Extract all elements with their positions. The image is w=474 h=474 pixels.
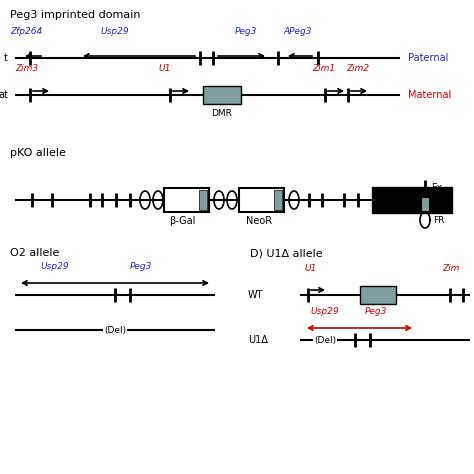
Bar [239, 188, 284, 212]
Text: Peg3: Peg3 [235, 27, 257, 36]
Text: Maternal: Maternal [408, 90, 451, 100]
Text: NeoR: NeoR [246, 216, 273, 226]
Text: DMR: DMR [211, 109, 232, 118]
Bar [360, 286, 396, 304]
Text: Zfp264: Zfp264 [10, 27, 42, 36]
Bar [203, 86, 241, 104]
Text: Usp29: Usp29 [100, 27, 128, 36]
Text: Peg3: Peg3 [130, 262, 152, 271]
Text: (Del): (Del) [314, 336, 336, 345]
Text: Zim2: Zim2 [346, 64, 369, 73]
Bar [274, 190, 282, 210]
Text: Peg3 imprinted domain: Peg3 imprinted domain [10, 10, 140, 20]
Text: pKO allele: pKO allele [10, 148, 66, 158]
Text: Zim: Zim [442, 264, 459, 273]
Text: t: t [4, 53, 8, 63]
Text: Paternal: Paternal [408, 53, 448, 63]
Text: D) U1Δ allele: D) U1Δ allele [250, 248, 323, 258]
Text: U1Δ: U1Δ [248, 335, 268, 345]
Text: Po: Po [431, 200, 441, 209]
Text: U1: U1 [158, 64, 170, 73]
Text: at: at [0, 90, 8, 100]
Text: APeg3: APeg3 [283, 27, 311, 36]
Text: U1: U1 [304, 264, 316, 273]
Bar [199, 190, 207, 210]
Text: Peg3: Peg3 [365, 307, 387, 316]
Text: WT: WT [248, 290, 264, 300]
Text: β-Gal: β-Gal [169, 216, 196, 226]
Text: Zim3: Zim3 [15, 64, 38, 73]
Text: Usp29: Usp29 [310, 307, 338, 316]
Bar [421, 197, 429, 211]
Text: FR: FR [433, 216, 444, 225]
Bar [164, 188, 209, 212]
Text: (Del): (Del) [104, 326, 126, 335]
Text: Zim1: Zim1 [312, 64, 335, 73]
Bar [372, 187, 452, 213]
Text: Usp29: Usp29 [40, 262, 69, 271]
Text: O2 allele: O2 allele [10, 248, 59, 258]
Text: Ex: Ex [431, 183, 442, 192]
